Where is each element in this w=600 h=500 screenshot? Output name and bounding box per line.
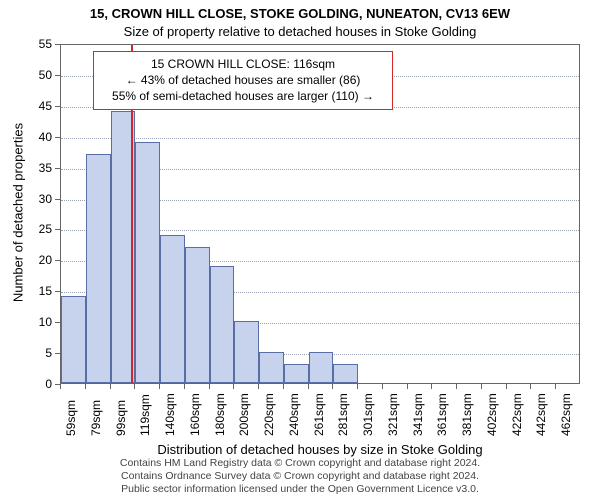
histogram-bar <box>61 296 86 383</box>
annotation-line: 15 CROWN HILL CLOSE: 116sqm <box>151 57 335 71</box>
y-tick-label: 35 <box>30 161 52 175</box>
x-tick <box>184 384 185 389</box>
footer-line: Contains HM Land Registry data © Crown c… <box>120 457 480 469</box>
histogram-bar <box>259 352 284 383</box>
x-tick-label: 220sqm <box>262 393 276 436</box>
x-tick-label: 79sqm <box>89 400 103 436</box>
histogram-bar <box>210 266 235 383</box>
x-tick-label: 402sqm <box>485 393 499 436</box>
x-tick <box>258 384 259 389</box>
histogram-bar <box>333 364 358 383</box>
x-tick <box>110 384 111 389</box>
y-tick <box>55 168 60 169</box>
chart-title-sub: Size of property relative to detached ho… <box>0 24 600 39</box>
y-axis-label: Number of detached properties <box>11 103 26 323</box>
y-tick <box>55 353 60 354</box>
x-axis-label: Distribution of detached houses by size … <box>60 442 580 457</box>
y-tick-label: 45 <box>30 99 52 113</box>
footer-line: Public sector information licensed under… <box>121 483 479 495</box>
y-tick-label: 55 <box>30 37 52 51</box>
histogram-bar <box>86 154 111 383</box>
x-tick-label: 261sqm <box>312 393 326 436</box>
x-tick-label: 301sqm <box>361 393 375 436</box>
y-tick <box>55 106 60 107</box>
y-tick-label: 20 <box>30 253 52 267</box>
histogram-bar <box>185 247 210 383</box>
histogram-bar <box>284 364 309 383</box>
chart-title-main: 15, CROWN HILL CLOSE, STOKE GOLDING, NUN… <box>0 6 600 21</box>
y-tick <box>55 44 60 45</box>
gridline <box>61 138 579 139</box>
x-tick-label: 442sqm <box>534 393 548 436</box>
histogram-bar <box>135 142 160 383</box>
x-tick-label: 341sqm <box>411 393 425 436</box>
y-tick-label: 30 <box>30 192 52 206</box>
x-tick <box>85 384 86 389</box>
x-tick <box>209 384 210 389</box>
x-tick-label: 59sqm <box>64 400 78 436</box>
attribution-footer: Contains HM Land Registry data © Crown c… <box>0 457 600 496</box>
annotation-line: 55% of semi-detached houses are larger (… <box>112 89 374 103</box>
x-tick <box>332 384 333 389</box>
chart-container: 15, CROWN HILL CLOSE, STOKE GOLDING, NUN… <box>0 0 600 500</box>
x-tick <box>481 384 482 389</box>
x-tick <box>530 384 531 389</box>
x-tick <box>407 384 408 389</box>
x-tick-label: 240sqm <box>287 393 301 436</box>
x-tick-label: 321sqm <box>386 393 400 436</box>
histogram-bar <box>309 352 334 383</box>
histogram-bar <box>160 235 185 383</box>
x-tick <box>283 384 284 389</box>
annotation-box: 15 CROWN HILL CLOSE: 116sqm ← 43% of deta… <box>93 51 393 110</box>
y-tick-label: 40 <box>30 130 52 144</box>
annotation-line: ← 43% of detached houses are smaller (86… <box>126 73 361 87</box>
x-tick <box>431 384 432 389</box>
x-tick <box>357 384 358 389</box>
y-tick <box>55 199 60 200</box>
x-tick-label: 281sqm <box>336 393 350 436</box>
x-tick-label: 462sqm <box>559 393 573 436</box>
x-tick <box>456 384 457 389</box>
x-tick-label: 119sqm <box>138 394 152 436</box>
x-tick <box>159 384 160 389</box>
x-tick <box>555 384 556 389</box>
y-tick-label: 0 <box>30 377 52 391</box>
plot-area: 15 CROWN HILL CLOSE: 116sqm ← 43% of deta… <box>60 44 580 384</box>
x-tick <box>382 384 383 389</box>
x-tick <box>60 384 61 389</box>
y-tick-label: 10 <box>30 315 52 329</box>
x-tick <box>233 384 234 389</box>
x-tick-label: 361sqm <box>435 393 449 436</box>
x-tick-label: 99sqm <box>114 400 128 436</box>
x-tick <box>506 384 507 389</box>
y-tick <box>55 291 60 292</box>
y-tick-label: 5 <box>30 346 52 360</box>
histogram-bar <box>234 321 259 383</box>
x-tick <box>308 384 309 389</box>
y-tick <box>55 137 60 138</box>
y-tick <box>55 260 60 261</box>
y-tick <box>55 322 60 323</box>
y-tick <box>55 75 60 76</box>
x-tick-label: 140sqm <box>163 393 177 436</box>
x-tick-label: 200sqm <box>237 393 251 436</box>
y-tick <box>55 229 60 230</box>
x-tick <box>134 384 135 389</box>
y-tick-label: 50 <box>30 68 52 82</box>
y-tick-label: 15 <box>30 284 52 298</box>
x-tick-label: 381sqm <box>460 393 474 436</box>
x-tick-label: 160sqm <box>188 393 202 436</box>
x-tick-label: 422sqm <box>510 393 524 436</box>
y-tick-label: 25 <box>30 222 52 236</box>
x-tick-label: 180sqm <box>213 393 227 436</box>
footer-line: Contains Ordnance Survey data © Crown co… <box>121 470 479 482</box>
